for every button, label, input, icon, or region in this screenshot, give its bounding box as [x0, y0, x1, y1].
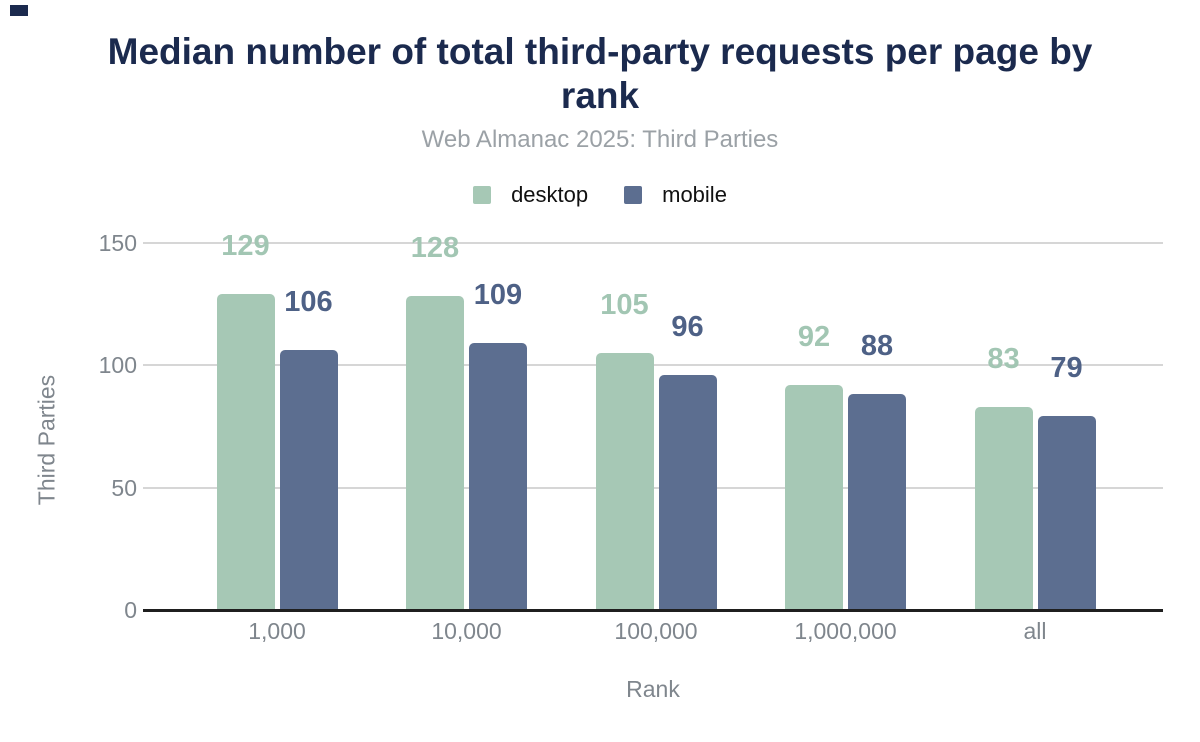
legend-item-desktop: desktop — [473, 182, 588, 208]
y-tick-label-100: 100 — [98, 352, 137, 378]
desktop-swatch-icon — [473, 186, 492, 204]
gridline-150 — [143, 241, 1163, 244]
y-tick-label-150: 150 — [98, 229, 137, 256]
bar-label-mobile-100000: 96 — [671, 310, 704, 343]
legend-label-desktop: desktop — [511, 182, 589, 207]
corner-mark — [10, 5, 28, 16]
bar-label-mobile-all: 79 — [1050, 352, 1083, 385]
legend: desktop mobile — [0, 182, 1200, 208]
x-tick-label-100000: 100,000 — [614, 618, 698, 644]
bar-mobile-10000 — [469, 342, 527, 610]
legend-item-mobile: mobile — [624, 182, 727, 208]
x-tick-label-1000: 1,000 — [248, 618, 306, 644]
y-tick-label-0: 0 — [124, 597, 137, 623]
bar-mobile-1000000 — [848, 394, 906, 610]
x-tick-label-all: all — [1023, 618, 1047, 644]
bar-label-desktop-1000000: 92 — [797, 320, 831, 353]
bar-desktop-all — [974, 406, 1033, 610]
bar-label-desktop-10000: 128 — [410, 232, 460, 265]
x-axis-line — [143, 609, 1163, 612]
chart-subtitle: Web Almanac 2025: Third Parties — [421, 126, 779, 153]
x-axis-title: Rank — [626, 676, 680, 702]
bar-label-desktop-100000: 105 — [600, 288, 649, 321]
bar-desktop-1000000 — [785, 384, 843, 610]
bar-desktop-1000 — [216, 293, 275, 610]
bar-mobile-1000 — [279, 350, 338, 610]
bar-label-mobile-1000000: 88 — [860, 330, 894, 363]
legend-label-mobile: mobile — [662, 182, 727, 207]
chart-title: Median number of total third-party reque… — [107, 31, 1093, 116]
bar-label-desktop-all: 83 — [987, 342, 1020, 375]
bar-mobile-100000 — [658, 374, 717, 610]
bar-desktop-10000 — [406, 296, 464, 610]
bar-mobile-all — [1037, 416, 1096, 610]
bar-label-mobile-1000: 106 — [284, 286, 333, 319]
mobile-swatch-icon — [624, 186, 643, 204]
y-tick-label-50: 50 — [111, 474, 137, 501]
x-tick-label-1000000: 1,000,000 — [794, 618, 897, 644]
x-tick-label-10000: 10,000 — [431, 618, 502, 644]
bar-label-mobile-10000: 109 — [473, 278, 523, 311]
bar-desktop-100000 — [595, 352, 654, 610]
bar-label-desktop-1000: 129 — [221, 229, 270, 262]
